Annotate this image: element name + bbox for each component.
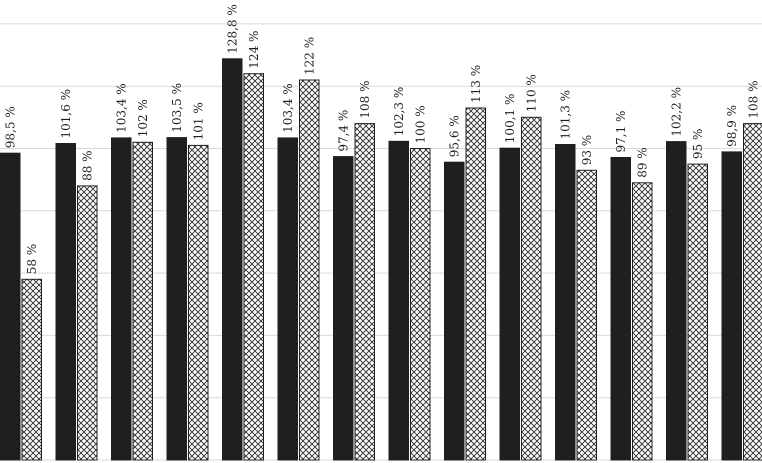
bar-hatched-13 [687, 163, 708, 461]
data-label-dark-4: 103,5 % [170, 83, 184, 133]
bar-dark-11 [555, 144, 576, 461]
data-label-dark-8: 102,3 % [392, 87, 406, 137]
data-label-dark-9: 95,6 % [447, 115, 461, 157]
bar-dark-13 [666, 141, 687, 461]
bar-dark-10 [499, 147, 520, 461]
bar-dark-9 [444, 161, 465, 461]
data-label-hatched-7: 108 % [358, 80, 372, 118]
data-label-dark-11: 101,3 % [558, 90, 572, 140]
data-label-dark-1: 98,5 % [3, 106, 17, 148]
data-label-hatched-5: 124 % [247, 31, 261, 69]
bar-dark-14 [721, 151, 742, 461]
bar-hatched-3 [132, 141, 153, 461]
data-label-dark-12: 97,1 % [614, 111, 628, 153]
data-label-dark-7: 97,4 % [336, 110, 350, 152]
bar-dark-1 [0, 152, 21, 461]
data-label-hatched-9: 113 % [469, 65, 483, 103]
bar-dark-2 [55, 143, 76, 461]
data-label-dark-5: 128,8 % [225, 4, 239, 54]
bar-dark-4 [166, 137, 187, 461]
bar-hatched-5 [243, 73, 264, 461]
bar-hatched-7 [354, 123, 375, 461]
data-label-hatched-11: 93 % [580, 135, 594, 166]
data-label-hatched-3: 102 % [136, 99, 150, 137]
data-label-hatched-14: 108 % [746, 80, 760, 118]
bar-dark-6 [277, 137, 298, 461]
data-label-dark-14: 98,9 % [725, 105, 739, 147]
bar-dark-8 [388, 140, 409, 461]
bar-hatched-4 [188, 144, 209, 461]
bar-hatched-14 [743, 123, 762, 461]
bar-dark-12 [610, 157, 631, 461]
bar-dark-7 [333, 156, 354, 461]
data-label-dark-10: 100,1 % [503, 94, 517, 144]
data-label-hatched-13: 95 % [691, 129, 705, 160]
data-label-hatched-1: 58 % [25, 244, 39, 275]
data-label-dark-13: 102,2 % [669, 87, 683, 137]
bar-hatched-10 [521, 116, 542, 461]
data-label-hatched-2: 88 % [80, 150, 94, 181]
bar-hatched-9 [465, 107, 486, 461]
bars [0, 58, 762, 461]
data-label-dark-2: 101,6 % [59, 89, 73, 139]
data-label-hatched-10: 110 % [524, 74, 538, 112]
bar-hatched-1 [21, 278, 42, 461]
data-label-hatched-8: 100 % [413, 105, 427, 143]
bar-hatched-8 [410, 148, 431, 461]
bar-hatched-2 [77, 185, 98, 461]
data-label-dark-3: 103,4 % [114, 83, 128, 133]
bar-hatched-11 [576, 169, 597, 461]
bar-hatched-12 [632, 182, 653, 461]
data-label-hatched-6: 122 % [302, 37, 316, 75]
data-label-hatched-4: 101 % [191, 102, 205, 140]
data-label-hatched-12: 89 % [635, 147, 649, 178]
bar-dark-3 [111, 137, 132, 461]
data-label-dark-6: 103,4 % [281, 83, 295, 133]
bar-dark-5 [222, 58, 243, 461]
data-labels: 98,5 % 58 % 101,6 % 88 % 103,4 % 102 % 103,5 %… [3, 4, 760, 274]
bar-hatched-6 [299, 79, 320, 461]
